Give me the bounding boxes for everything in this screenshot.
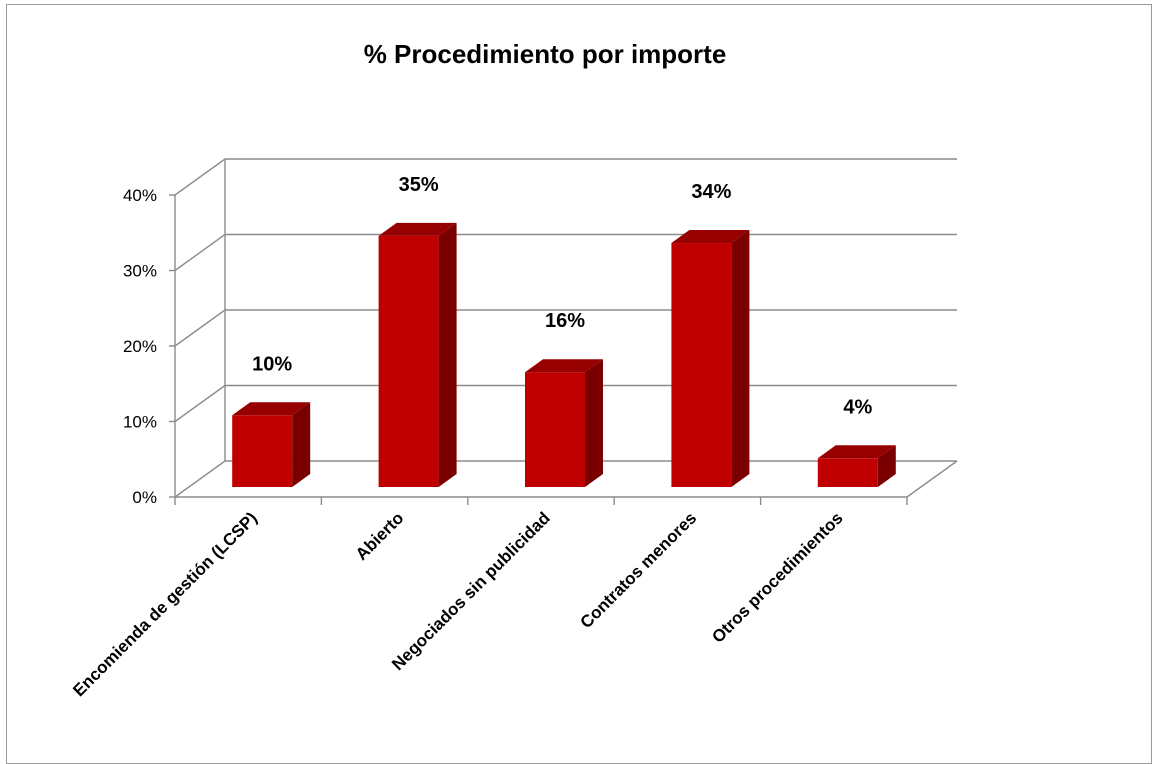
bars [232,222,896,488]
data-label: 16% [545,310,585,332]
bar-side [731,230,750,488]
x-tick-label: Contratos menores [577,508,701,632]
bar-side [438,222,457,487]
bar-top [232,402,311,416]
bar-top [525,359,603,373]
bar-front [525,372,585,487]
data-labels: 10% 35% 16% 34% 4% [252,174,872,418]
bar [232,402,311,487]
data-label: 10% [252,353,292,375]
bar [817,445,896,487]
bar-front [378,235,439,487]
bar-side [585,359,603,487]
y-tick-label: 40% [123,186,157,205]
x-tick-label: Negociados sin publicidad [388,508,554,674]
bar-side [877,445,896,487]
bar [525,359,603,487]
x-tick-label: Abierto [352,508,408,564]
bar-top [671,230,750,244]
data-label: 35% [399,174,439,196]
floor-right-edge [906,460,958,498]
gridline [174,158,957,196]
y-axis-ticks: 0% 10% 20% 30% 40% [123,186,157,507]
bar-side [292,402,311,487]
data-label: 4% [843,396,872,418]
x-tick-label: Encomienda de gestión (LCSP) [69,508,261,700]
bar-front [817,458,878,487]
y-tick-label: 20% [123,337,157,356]
y-tick-label: 30% [123,262,157,281]
bar-front [671,243,732,487]
floor-left-edge [174,460,226,498]
bar-top [817,445,896,459]
x-axis-ticks: Encomienda de gestión (LCSP) AbiertoNegoc… [69,508,846,700]
chart-title: % Procedimiento por importe [364,39,727,69]
y-tick-label: 0% [132,488,157,507]
y-tick-label: 10% [123,413,157,432]
bar-top [378,222,457,236]
data-label: 34% [691,181,731,203]
gridline [174,233,957,272]
x-tick-label: Otros procedimientos [708,508,846,646]
bar [671,230,750,488]
bar [378,222,457,487]
bar-front [232,415,293,487]
